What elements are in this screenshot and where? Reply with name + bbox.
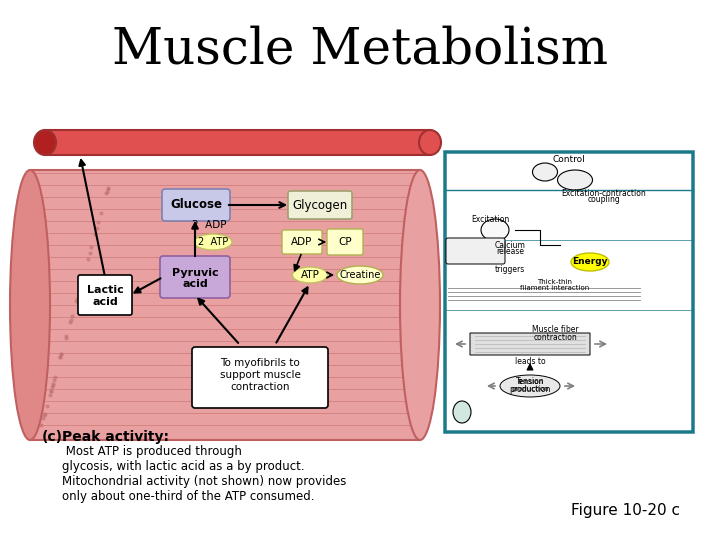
Text: contraction: contraction <box>230 382 289 392</box>
Text: Excitation: Excitation <box>471 215 509 225</box>
Text: ATP: ATP <box>300 270 320 280</box>
Ellipse shape <box>194 234 232 250</box>
Text: (c): (c) <box>42 430 63 444</box>
Text: Peak activity:: Peak activity: <box>62 430 169 444</box>
Text: Calcium: Calcium <box>495 240 526 249</box>
Text: release: release <box>496 247 524 256</box>
Text: To myofibrils to: To myofibrils to <box>220 358 300 368</box>
Text: 2  ADP: 2 ADP <box>192 220 226 230</box>
FancyBboxPatch shape <box>288 191 352 219</box>
Ellipse shape <box>500 375 560 397</box>
Ellipse shape <box>571 253 609 271</box>
FancyBboxPatch shape <box>162 189 230 221</box>
FancyBboxPatch shape <box>78 275 132 315</box>
Text: ADP: ADP <box>292 237 312 247</box>
Text: 2  ATP: 2 ATP <box>198 237 228 247</box>
Ellipse shape <box>533 163 557 181</box>
Text: Excitation-contraction: Excitation-contraction <box>562 190 647 199</box>
Text: Thick-thin: Thick-thin <box>538 279 572 285</box>
Text: Pyruvic: Pyruvic <box>171 268 218 278</box>
Ellipse shape <box>557 170 593 190</box>
Text: Control: Control <box>553 156 585 165</box>
Text: coupling: coupling <box>588 195 621 205</box>
Text: acid: acid <box>182 279 208 289</box>
Ellipse shape <box>453 401 471 423</box>
Text: Glucose: Glucose <box>170 199 222 212</box>
Text: Lactic acid: Lactic acid <box>75 132 135 142</box>
Text: triggers: triggers <box>495 266 525 274</box>
Text: Tension: Tension <box>516 377 544 387</box>
Ellipse shape <box>419 130 441 155</box>
Text: leads to: leads to <box>515 357 545 367</box>
FancyBboxPatch shape <box>30 170 420 440</box>
FancyBboxPatch shape <box>446 238 505 264</box>
Ellipse shape <box>10 170 50 440</box>
Text: Tension
production: Tension production <box>511 380 549 393</box>
FancyBboxPatch shape <box>45 130 430 155</box>
Ellipse shape <box>292 267 328 283</box>
Text: support muscle: support muscle <box>220 370 300 380</box>
Text: Glycogen: Glycogen <box>292 199 348 212</box>
Text: contraction: contraction <box>533 333 577 341</box>
Text: Muscle Metabolism: Muscle Metabolism <box>112 25 608 75</box>
Text: filament interaction: filament interaction <box>521 285 590 291</box>
FancyBboxPatch shape <box>470 333 590 355</box>
Text: Creatine: Creatine <box>339 270 381 280</box>
Text: acid: acid <box>92 297 118 307</box>
FancyBboxPatch shape <box>160 256 230 298</box>
Text: Most ATP is produced through
glycosis, with lactic acid as a by product.
Mitocho: Most ATP is produced through glycosis, w… <box>62 445 346 503</box>
FancyBboxPatch shape <box>327 229 363 255</box>
Text: Figure 10-20 c: Figure 10-20 c <box>571 503 680 518</box>
Text: Energy: Energy <box>572 258 608 267</box>
Ellipse shape <box>481 219 509 241</box>
FancyBboxPatch shape <box>445 152 693 432</box>
Text: Lactic: Lactic <box>86 285 123 295</box>
Text: production: production <box>509 384 551 394</box>
Ellipse shape <box>400 170 440 440</box>
FancyBboxPatch shape <box>282 230 322 254</box>
Text: Muscle fiber: Muscle fiber <box>531 326 578 334</box>
Ellipse shape <box>34 130 56 155</box>
Text: CP: CP <box>338 237 352 247</box>
FancyBboxPatch shape <box>192 347 328 408</box>
Ellipse shape <box>337 266 383 284</box>
